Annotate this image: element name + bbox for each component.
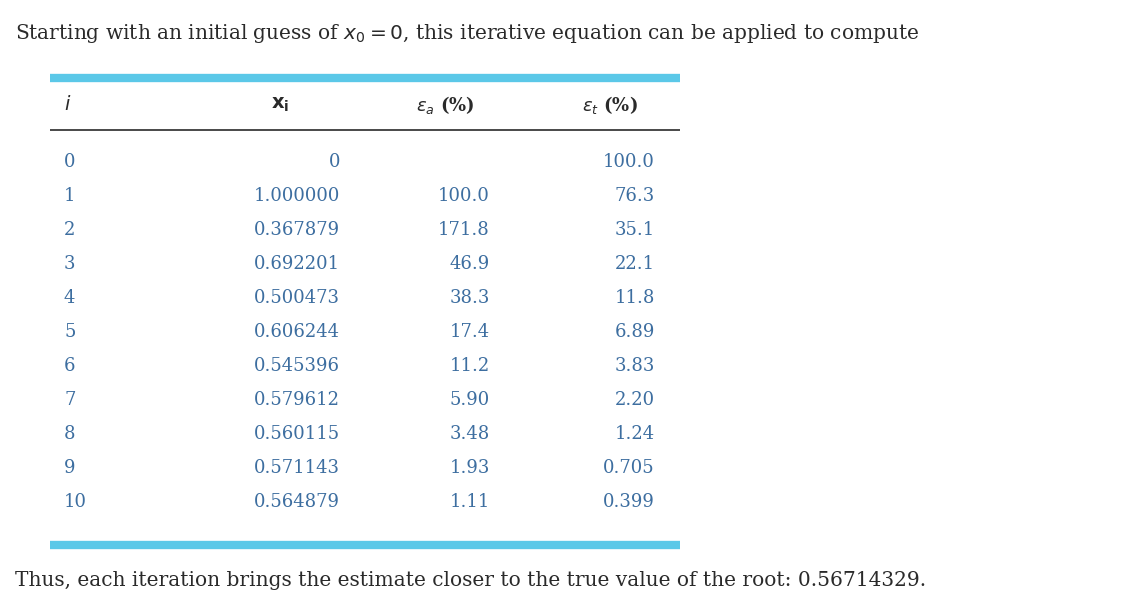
Text: 11.8: 11.8 xyxy=(615,289,655,307)
Text: 2.20: 2.20 xyxy=(615,391,655,409)
Text: 1.93: 1.93 xyxy=(450,459,490,477)
Text: 0.606244: 0.606244 xyxy=(254,323,340,341)
Text: 0.367879: 0.367879 xyxy=(254,221,340,239)
Text: $\varepsilon_a$ (%): $\varepsilon_a$ (%) xyxy=(416,94,474,116)
Text: 4: 4 xyxy=(64,289,76,307)
Text: 35.1: 35.1 xyxy=(615,221,655,239)
Text: 10: 10 xyxy=(64,493,87,511)
Text: 100.0: 100.0 xyxy=(439,187,490,205)
Text: 6: 6 xyxy=(64,357,76,375)
Text: 0.399: 0.399 xyxy=(603,493,655,511)
Text: $\mathbf{x_i}$: $\mathbf{x_i}$ xyxy=(271,96,290,114)
Text: 11.2: 11.2 xyxy=(450,357,490,375)
Text: 6.89: 6.89 xyxy=(615,323,655,341)
Text: 8: 8 xyxy=(64,425,76,443)
Text: $\mathit{i}$: $\mathit{i}$ xyxy=(64,95,71,115)
Text: 7: 7 xyxy=(64,391,76,409)
Text: 38.3: 38.3 xyxy=(450,289,490,307)
Text: 76.3: 76.3 xyxy=(615,187,655,205)
Text: 3.83: 3.83 xyxy=(615,357,655,375)
Text: 0.571143: 0.571143 xyxy=(254,459,340,477)
Text: 3.48: 3.48 xyxy=(450,425,490,443)
Text: 9: 9 xyxy=(64,459,76,477)
Text: 2: 2 xyxy=(64,221,76,239)
Text: Starting with an initial guess of $x_0 = 0$, this iterative equation can be appl: Starting with an initial guess of $x_0 =… xyxy=(15,22,919,45)
Text: 3: 3 xyxy=(64,255,76,273)
Text: 0.564879: 0.564879 xyxy=(254,493,340,511)
Text: 22.1: 22.1 xyxy=(615,255,655,273)
Text: 0.705: 0.705 xyxy=(603,459,655,477)
Text: 0.579612: 0.579612 xyxy=(254,391,340,409)
Text: 0: 0 xyxy=(329,153,340,171)
Text: 46.9: 46.9 xyxy=(450,255,490,273)
Text: 0: 0 xyxy=(64,153,76,171)
Text: 171.8: 171.8 xyxy=(439,221,490,239)
Text: 1: 1 xyxy=(64,187,76,205)
Text: $\varepsilon_t$ (%): $\varepsilon_t$ (%) xyxy=(582,94,638,116)
Text: 100.0: 100.0 xyxy=(603,153,655,171)
Text: 5.90: 5.90 xyxy=(450,391,490,409)
Text: 1.24: 1.24 xyxy=(615,425,655,443)
Text: 0.545396: 0.545396 xyxy=(254,357,340,375)
Text: 17.4: 17.4 xyxy=(450,323,490,341)
Text: 0.692201: 0.692201 xyxy=(254,255,340,273)
Text: 5: 5 xyxy=(64,323,76,341)
Text: 0.500473: 0.500473 xyxy=(254,289,340,307)
Text: 0.560115: 0.560115 xyxy=(254,425,340,443)
Text: 1.000000: 1.000000 xyxy=(254,187,340,205)
Text: 1.11: 1.11 xyxy=(450,493,490,511)
Text: Thus, each iteration brings the estimate closer to the true value of the root: 0: Thus, each iteration brings the estimate… xyxy=(15,571,926,589)
